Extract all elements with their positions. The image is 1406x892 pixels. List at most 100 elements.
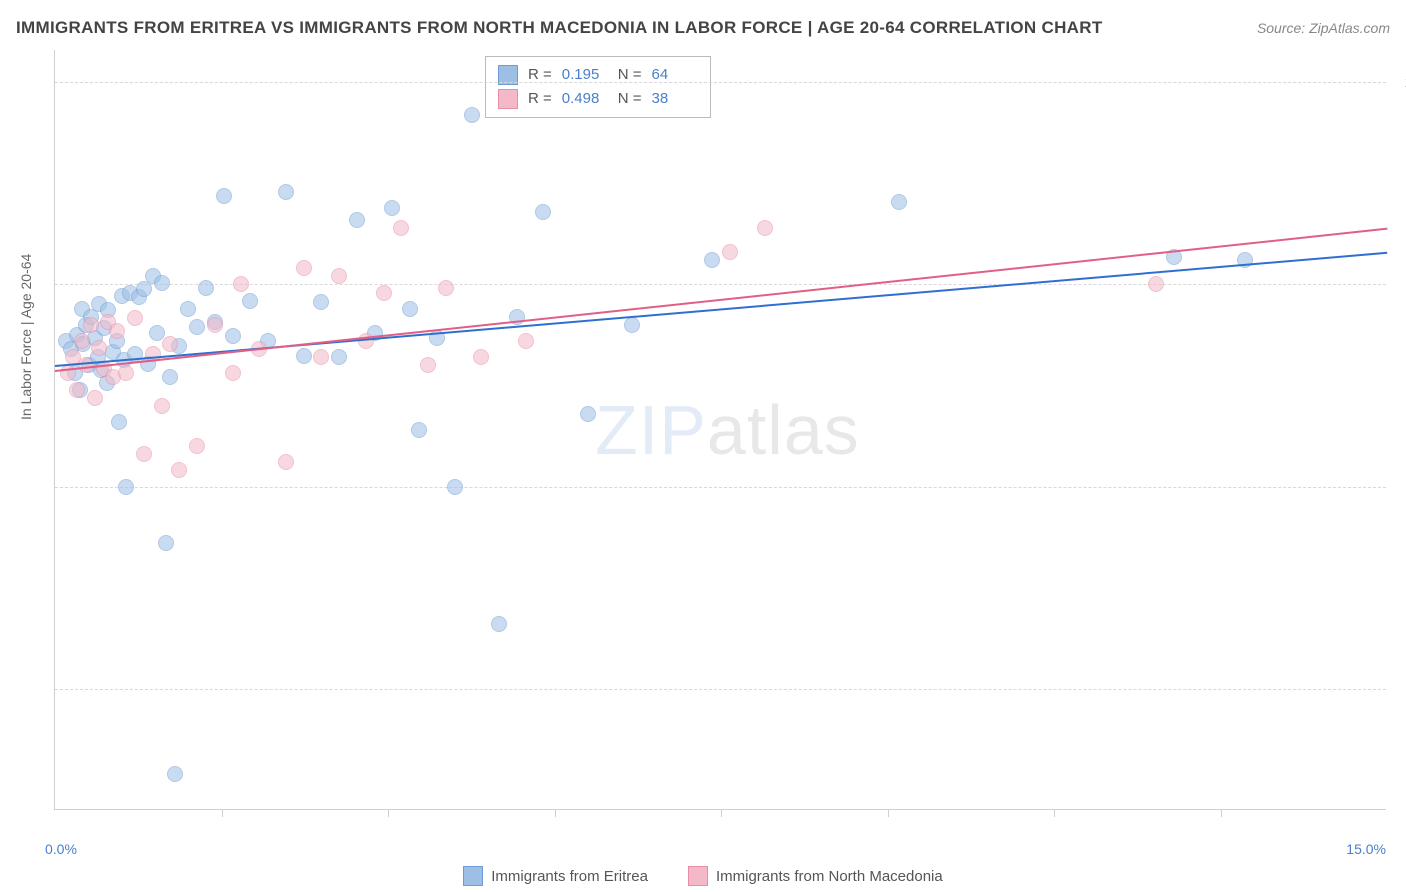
scatter-point	[331, 349, 347, 365]
scatter-point	[580, 406, 596, 422]
scatter-point	[162, 336, 178, 352]
scatter-point	[158, 535, 174, 551]
scatter-point	[473, 349, 489, 365]
legend-item: Immigrants from North Macedonia	[688, 866, 943, 886]
scatter-point	[171, 462, 187, 478]
scatter-plot-area: ZIPatlas R =0.195N =64R =0.498N =38 0.0%…	[54, 50, 1386, 810]
legend-swatch	[688, 866, 708, 886]
y-axis-label: In Labor Force | Age 20-64	[18, 254, 34, 420]
x-tick-mark	[388, 809, 389, 817]
y-tick-label: 75.0%	[1392, 479, 1406, 495]
scatter-point	[207, 317, 223, 333]
scatter-point	[757, 220, 773, 236]
scatter-point	[198, 280, 214, 296]
scatter-point	[69, 382, 85, 398]
scatter-point	[233, 276, 249, 292]
r-value: 0.195	[562, 63, 608, 87]
scatter-point	[87, 390, 103, 406]
x-tick-mark	[1054, 809, 1055, 817]
y-tick-label: 100.0%	[1392, 74, 1406, 90]
scatter-point	[278, 184, 294, 200]
legend-swatch	[463, 866, 483, 886]
scatter-point	[393, 220, 409, 236]
y-tick-label: 62.5%	[1392, 681, 1406, 697]
scatter-point	[402, 301, 418, 317]
legend-label: Immigrants from Eritrea	[491, 868, 648, 885]
scatter-point	[189, 438, 205, 454]
scatter-point	[154, 398, 170, 414]
scatter-point	[225, 365, 241, 381]
scatter-point	[518, 333, 534, 349]
scatter-point	[349, 212, 365, 228]
scatter-point	[624, 317, 640, 333]
x-tick-mark	[222, 809, 223, 817]
watermark-part2: atlas	[707, 391, 860, 469]
scatter-point	[136, 446, 152, 462]
scatter-point	[127, 310, 143, 326]
scatter-point	[118, 479, 134, 495]
scatter-point	[180, 301, 196, 317]
stats-row: R = 0.195 N = 64	[498, 63, 698, 87]
n-label: N =	[618, 63, 642, 87]
x-tick-min: 0.0%	[45, 841, 77, 857]
scatter-point	[167, 766, 183, 782]
scatter-point	[83, 317, 99, 333]
n-value: 64	[652, 63, 698, 87]
gridline-h	[55, 689, 1386, 690]
chart-title: IMMIGRANTS FROM ERITREA VS IMMIGRANTS FR…	[16, 18, 1103, 38]
scatter-point	[111, 414, 127, 430]
scatter-point	[535, 204, 551, 220]
scatter-point	[242, 293, 258, 309]
gridline-h	[55, 284, 1386, 285]
scatter-point	[109, 323, 125, 339]
scatter-point	[162, 369, 178, 385]
scatter-point	[722, 244, 738, 260]
x-tick-mark	[721, 809, 722, 817]
r-label: R =	[528, 63, 552, 87]
gridline-h	[55, 487, 1386, 488]
gridline-h	[55, 82, 1386, 83]
scatter-point	[189, 319, 205, 335]
scatter-point	[313, 294, 329, 310]
scatter-point	[216, 188, 232, 204]
scatter-point	[313, 349, 329, 365]
r-label: R =	[528, 87, 552, 111]
r-value: 0.498	[562, 87, 608, 111]
x-tick-max: 15.0%	[1346, 841, 1386, 857]
legend-label: Immigrants from North Macedonia	[716, 868, 943, 885]
stats-legend-box: R = 0.195 N = 64 R = 0.498 N = 38	[485, 56, 711, 118]
stats-row: R = 0.498 N = 38	[498, 87, 698, 111]
scatter-point	[704, 252, 720, 268]
scatter-point	[154, 275, 170, 291]
scatter-point	[891, 194, 907, 210]
legend-item: Immigrants from Eritrea	[463, 866, 648, 886]
n-value: 38	[652, 87, 698, 111]
scatter-point	[225, 328, 241, 344]
watermark-part1: ZIP	[595, 391, 707, 469]
series-legend: Immigrants from Eritrea Immigrants from N…	[0, 866, 1406, 886]
scatter-point	[447, 479, 463, 495]
scatter-point	[296, 348, 312, 364]
scatter-point	[376, 285, 392, 301]
watermark: ZIPatlas	[595, 390, 860, 470]
scatter-point	[420, 357, 436, 373]
n-label: N =	[618, 87, 642, 111]
scatter-point	[331, 268, 347, 284]
scatter-point	[91, 340, 107, 356]
scatter-point	[1148, 276, 1164, 292]
scatter-point	[411, 422, 427, 438]
scatter-point	[438, 280, 454, 296]
scatter-point	[384, 200, 400, 216]
x-tick-mark	[1221, 809, 1222, 817]
legend-swatch	[498, 89, 518, 109]
scatter-point	[74, 333, 90, 349]
scatter-point	[278, 454, 294, 470]
scatter-point	[491, 616, 507, 632]
scatter-point	[464, 107, 480, 123]
x-tick-mark	[555, 809, 556, 817]
scatter-point	[149, 325, 165, 341]
scatter-point	[296, 260, 312, 276]
y-tick-label: 87.5%	[1392, 276, 1406, 292]
x-tick-mark	[888, 809, 889, 817]
source-credit: Source: ZipAtlas.com	[1257, 20, 1390, 36]
